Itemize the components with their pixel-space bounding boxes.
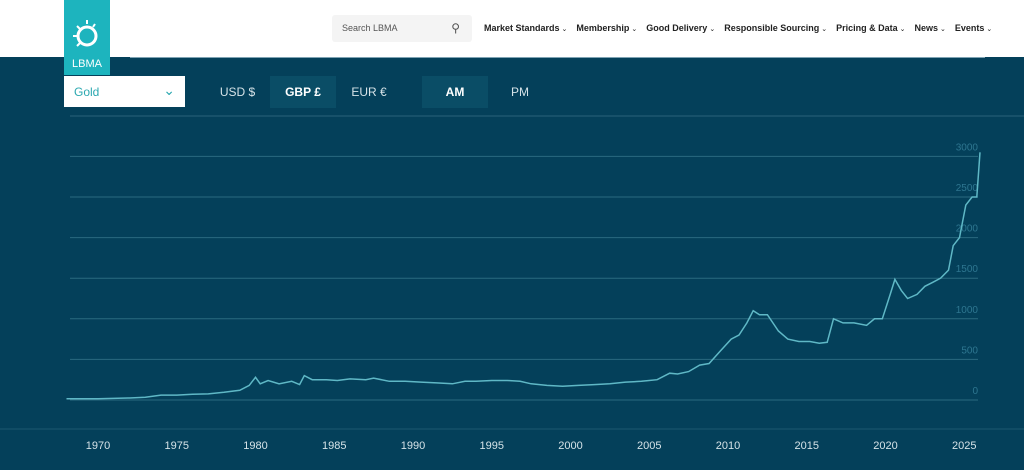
nav-responsible-sourcing[interactable]: Responsible Sourcing ⌄	[724, 23, 827, 33]
nav-label: Responsible Sourcing	[724, 23, 820, 33]
nav-good-delivery[interactable]: Good Delivery ⌄	[646, 23, 715, 33]
chevron-down-icon: ⌄	[821, 26, 828, 33]
nav-label: Good Delivery	[646, 23, 708, 33]
metal-select[interactable]: Gold ⌄	[64, 76, 185, 107]
chevron-down-icon: ⌄	[940, 26, 946, 33]
x-tick-label: 2000	[558, 440, 582, 452]
site-header	[0, 0, 1024, 57]
x-tick-label: 2020	[873, 440, 897, 452]
currency-usd-button[interactable]: USD $	[219, 85, 256, 99]
y-tick-label: 2000	[956, 224, 979, 235]
nav-news[interactable]: News ⌄	[914, 23, 945, 33]
currency-gbp-button[interactable]: GBP £	[270, 76, 336, 108]
nav-label: Membership	[576, 23, 630, 33]
x-tick-label: 2015	[795, 440, 819, 452]
search-placeholder: Search LBMA	[342, 23, 398, 33]
y-tick-label: 3000	[956, 142, 979, 153]
x-tick-label: 1995	[480, 440, 504, 452]
nav-label: News	[914, 23, 938, 33]
nav-market-standards[interactable]: Market Standards ⌄	[484, 23, 567, 33]
x-tick-label: 1975	[165, 440, 189, 452]
y-tick-label: 500	[961, 345, 978, 356]
x-tick-label: 2005	[637, 440, 661, 452]
metal-select-value: Gold	[74, 85, 100, 99]
chevron-down-icon: ⌄	[899, 26, 906, 33]
chevron-down-icon: ⌄	[709, 26, 716, 33]
y-tick-label: 2500	[956, 183, 979, 194]
chevron-down-icon: ⌄	[561, 26, 568, 33]
nav-events[interactable]: Events ⌄	[955, 23, 992, 33]
y-tick-label: 1500	[956, 264, 979, 275]
time-am-button[interactable]: AM	[422, 76, 488, 108]
x-tick-label: 1980	[243, 440, 267, 452]
chevron-down-icon: ⌄	[631, 26, 638, 33]
nav-label: Events	[954, 23, 985, 33]
nav-pricing-data[interactable]: Pricing & Data ⌄	[836, 23, 905, 33]
time-pm-button[interactable]: PM	[511, 85, 529, 99]
x-tick-label: 2025	[952, 440, 976, 452]
sun-logo-icon	[73, 20, 98, 47]
x-tick-label: 1970	[86, 440, 110, 452]
nav-membership[interactable]: Membership ⌄	[576, 23, 637, 33]
search-input[interactable]: Search LBMA ⚲	[332, 15, 472, 42]
y-tick-label: 0	[972, 386, 978, 397]
chevron-down-icon: ⌄	[163, 82, 175, 98]
chevron-down-icon: ⌄	[986, 26, 993, 33]
search-icon[interactable]: ⚲	[451, 21, 460, 35]
nav-label: Pricing & Data	[836, 23, 898, 33]
x-tick-label: 1985	[322, 440, 346, 452]
y-tick-label: 1000	[956, 305, 979, 316]
currency-eur-button[interactable]: EUR €	[351, 85, 387, 99]
gold-price-line	[66, 152, 981, 400]
main-nav: Market Standards ⌄ Membership ⌄ Good Deliv…	[484, 23, 992, 33]
x-tick-label: 2010	[716, 440, 740, 452]
lbma-logo[interactable]: LBMA	[64, 0, 110, 75]
logo-text: LBMA	[72, 58, 102, 70]
header-divider	[130, 57, 985, 58]
x-tick-label: 1990	[401, 440, 425, 452]
nav-label: Market Standards	[484, 23, 560, 33]
